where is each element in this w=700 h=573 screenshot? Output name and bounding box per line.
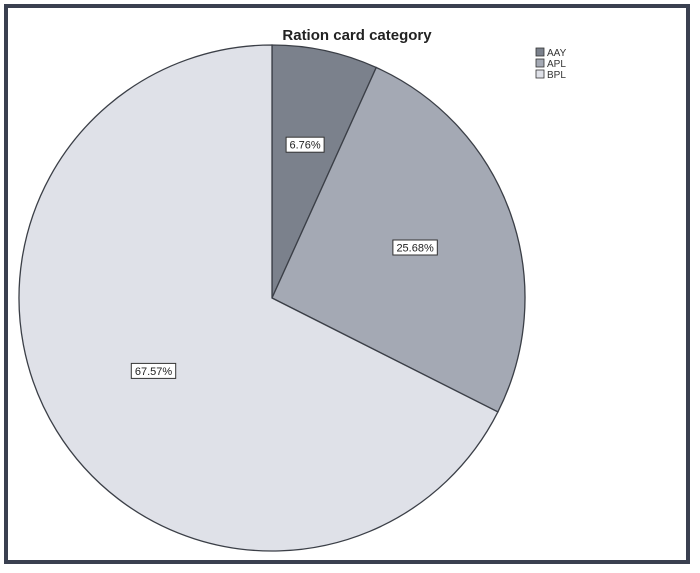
pie-slices [18,44,526,552]
legend-label-aay: AAY [547,48,567,59]
slice-label-bpl: 67.57% [135,366,173,378]
slice-label-box-bpl [130,362,177,379]
pie-slice-bpl [18,44,499,552]
slice-label-apl: 25.68% [396,243,434,255]
slice-label-box-apl [392,239,438,256]
slice-label-box-aay [285,136,325,153]
legend-label-bpl: BPL [547,70,566,81]
legend-swatch-aay [535,47,545,57]
legend-label-apl: APL [547,59,566,70]
slice-labels: 6.76% 25.68% 67.57% [130,136,438,379]
chart-title: Ration card category [282,27,432,44]
legend-swatch-bpl [535,69,545,79]
slice-label-aay: 6.76% [289,140,320,152]
legend-swatch-apl [535,58,545,68]
pie-slice-aay [271,44,378,299]
